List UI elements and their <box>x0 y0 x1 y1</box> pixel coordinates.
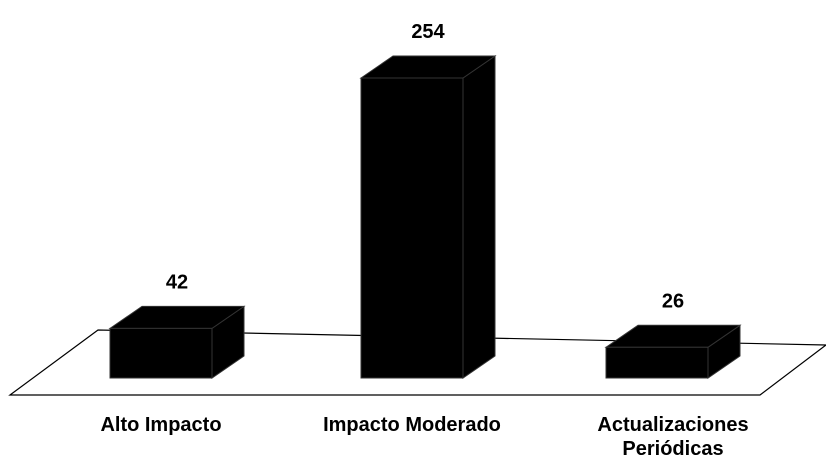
bar <box>360 77 464 379</box>
category-label: Actualizaciones Periódicas <box>597 414 749 460</box>
bar <box>109 327 213 379</box>
floor <box>8 329 826 396</box>
bar-side <box>462 55 496 379</box>
value-label: 254 <box>411 21 445 43</box>
value-label: 42 <box>166 271 188 293</box>
category-label: Alto Impacto <box>100 414 222 436</box>
category-label: Impacto Moderado <box>323 414 501 436</box>
value-label: 26 <box>662 290 684 312</box>
bar <box>605 346 709 379</box>
